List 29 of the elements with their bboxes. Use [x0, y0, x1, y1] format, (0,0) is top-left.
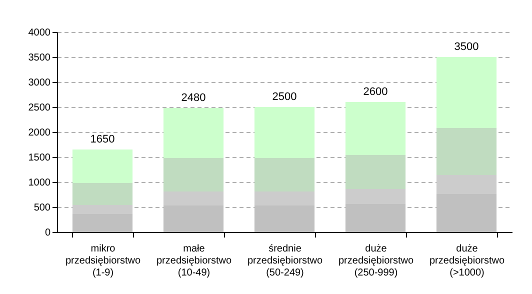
y-tick-label: 4000	[28, 28, 51, 38]
x-tick-label: średnie przedsiębiorstwo (50-249)	[247, 244, 323, 278]
total-label: 2600	[363, 86, 388, 98]
total-label: 1650	[90, 134, 115, 146]
total-label: 2480	[181, 92, 206, 104]
y-tick-label: 2000	[28, 128, 51, 138]
x-tick-label: mikro przedsiębiorstwo (1-9)	[65, 244, 141, 278]
y-tick-label: 500	[34, 202, 51, 214]
y-tick-label: 2500	[28, 102, 51, 114]
total-label: 3500	[454, 41, 479, 53]
y-tick-label: 1000	[28, 178, 51, 188]
bar	[345, 102, 406, 155]
bar	[163, 108, 224, 158]
total-label: 2500	[272, 91, 297, 103]
bar	[436, 57, 497, 128]
bar	[436, 128, 497, 175]
x-tick-label: duże przedsiębiorstwo (250-999)	[338, 244, 414, 278]
x-tick-label: małe przedsiębiorstwo (10-49)	[156, 244, 232, 278]
bar	[163, 158, 224, 192]
bar	[345, 155, 406, 189]
y-tick-label: 0	[44, 228, 51, 238]
y-tick-label: 1500	[28, 152, 51, 164]
x-tick-label: duże przedsiębiorstwo (>1000)	[429, 244, 505, 278]
y-tick-label: 3000	[28, 78, 51, 88]
bar	[254, 158, 315, 192]
bar	[72, 150, 133, 183]
y-tick-label: 3500	[28, 52, 51, 64]
bar	[254, 107, 315, 158]
bar	[72, 183, 133, 205]
